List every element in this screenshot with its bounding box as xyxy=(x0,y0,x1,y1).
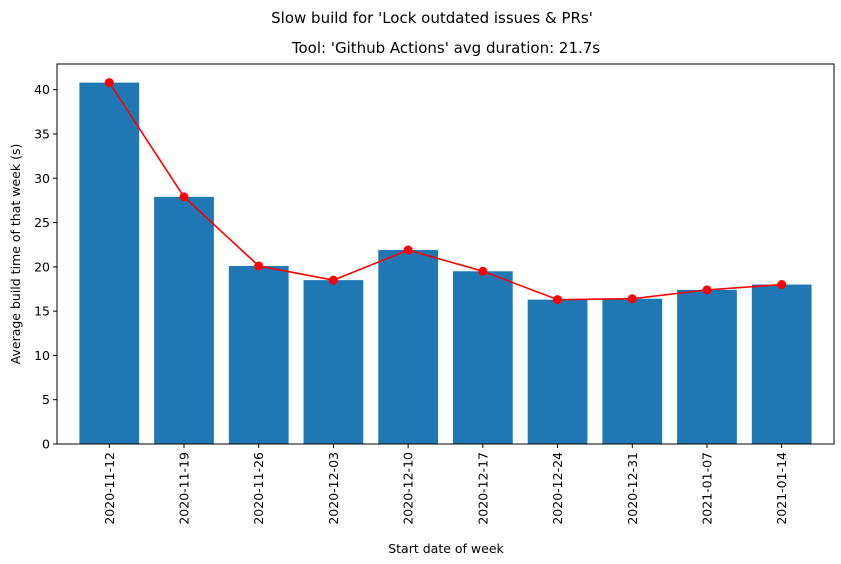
bar xyxy=(79,82,140,444)
y-tick-label: 40 xyxy=(34,82,50,97)
line-point xyxy=(702,285,712,295)
y-tick-label: 10 xyxy=(34,348,50,363)
x-tick-label: 2020-12-10 xyxy=(401,452,416,525)
line-point xyxy=(777,280,787,290)
x-axis-label: Start date of week xyxy=(388,541,504,556)
x-tick-label: 2020-12-31 xyxy=(625,452,640,525)
line-point xyxy=(104,78,114,88)
bar xyxy=(452,271,513,444)
line-point xyxy=(179,192,189,202)
line-point xyxy=(328,275,338,285)
y-tick-label: 5 xyxy=(42,392,50,407)
line-point xyxy=(403,245,413,255)
y-tick-label: 15 xyxy=(34,304,50,319)
x-tick-label: 2021-01-14 xyxy=(774,452,789,525)
x-tick-label: 2020-11-12 xyxy=(102,452,117,525)
line-point xyxy=(254,261,264,271)
line-point xyxy=(478,266,488,276)
bar xyxy=(154,196,214,444)
line-point xyxy=(627,294,637,304)
y-tick-label: 30 xyxy=(34,171,50,186)
x-tick-label: 2020-11-19 xyxy=(177,452,192,525)
x-tick-label: 2020-12-03 xyxy=(326,452,341,525)
bar xyxy=(751,284,812,444)
plot-frame xyxy=(56,63,835,445)
y-tick-label: 25 xyxy=(34,215,50,230)
series-line xyxy=(108,82,782,301)
y-axis-label: Average build time of that week (s) xyxy=(8,144,23,365)
bar xyxy=(527,299,588,444)
bar xyxy=(378,250,439,444)
x-tick-label: 2020-12-24 xyxy=(550,452,565,525)
bar xyxy=(602,298,663,444)
y-tick-label: 20 xyxy=(34,259,50,274)
bar xyxy=(228,265,289,444)
x-tick-label: 2021-01-07 xyxy=(699,452,714,525)
bar xyxy=(303,280,364,444)
chart-suptitle: Slow build for 'Lock outdated issues & P… xyxy=(271,9,593,27)
x-tick-label: 2020-11-26 xyxy=(251,452,266,525)
y-tick-label: 35 xyxy=(34,126,50,141)
x-tick-label: 2020-12-17 xyxy=(475,452,490,525)
bar xyxy=(677,289,737,444)
line-point xyxy=(553,295,563,305)
y-tick-label: 0 xyxy=(42,437,50,452)
chart-title: Tool: 'Github Actions' avg duration: 21.… xyxy=(291,39,600,57)
